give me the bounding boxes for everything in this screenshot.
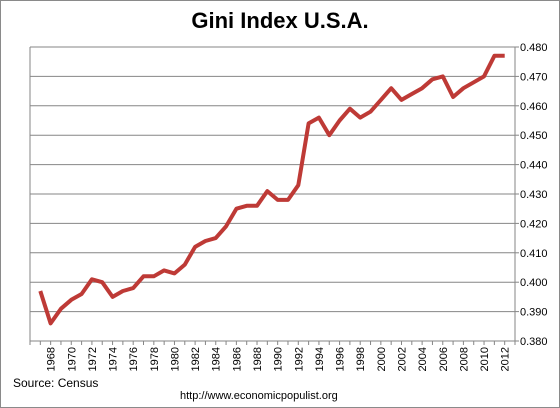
data-point [276,198,280,202]
data-point [420,86,424,90]
data-point [172,271,176,275]
data-point [152,274,156,278]
x-tick-label: 2002 [396,347,408,371]
data-point [121,289,125,293]
data-point [69,298,73,302]
data-point [461,86,465,90]
data-point [451,95,455,99]
source-url: http://www.economicpopulist.org [180,390,338,402]
y-tick-label: 0.450 [520,130,548,142]
x-tick-label: 1988 [252,347,264,371]
x-tick-label: 1982 [190,347,202,371]
data-point [307,121,311,125]
data-point [255,204,259,208]
y-tick-label: 0.440 [520,160,548,172]
chart-title: Gini Index U.S.A. [191,8,369,33]
y-tick-label: 0.400 [520,277,548,289]
y-tick-label: 0.430 [520,189,548,201]
x-tick-label: 1994 [314,347,326,371]
data-point [90,277,94,281]
data-point [59,307,63,311]
x-tick-label: 1980 [169,347,181,371]
data-point [358,116,362,120]
data-point [472,80,476,84]
y-tick-label: 0.390 [520,307,548,319]
data-point [203,239,207,243]
x-tick-label: 1976 [128,347,140,371]
data-point [482,74,486,78]
x-tick-label: 2008 [458,347,470,371]
data-point [389,86,393,90]
data-point [410,92,414,96]
data-point [162,268,166,272]
x-tick-label: 2012 [500,347,512,371]
x-tick-label: 1992 [293,347,305,371]
series-line [38,53,505,326]
data-point [369,110,373,114]
data-point [503,54,507,58]
data-point [441,74,445,78]
data-point [49,321,53,325]
data-point [379,98,383,102]
data-point [338,119,342,123]
data-point [80,292,84,296]
data-point [348,107,352,111]
data-point [245,204,249,208]
x-tick-label: 1978 [149,347,161,371]
y-tick-label: 0.410 [520,248,548,260]
data-point [111,295,115,299]
x-tick-label: 1970 [66,347,78,371]
y-tick-label: 0.470 [520,71,548,83]
y-tick-label: 0.420 [520,218,548,230]
data-point [131,286,135,290]
x-tick-label: 1984 [211,347,223,371]
x-tick-label: 1968 [46,347,58,371]
x-tick-label: 2010 [479,347,491,371]
data-point [265,189,269,193]
data-point [234,207,238,211]
y-tick-label: 0.460 [520,101,548,113]
x-tick-label: 2000 [376,347,388,371]
x-tick-label: 1972 [87,347,99,371]
y-tick-label: 0.380 [520,336,548,348]
source-note: Source: Census [13,376,99,390]
x-tick-label: 1996 [335,347,347,371]
x-tick-label: 1986 [231,347,243,371]
data-point [492,54,496,58]
data-point [224,224,228,228]
data-point [183,263,187,267]
y-tick-label: 0.480 [520,42,548,54]
data-point [296,183,300,187]
x-tick-label: 1990 [273,347,285,371]
data-point [38,289,42,293]
x-tick-label: 2006 [438,347,450,371]
x-tick-label: 1998 [355,347,367,371]
x-tick-label: 1974 [108,347,120,371]
data-point [286,198,290,202]
data-point [100,280,104,284]
data-point [317,116,321,120]
data-point [193,245,197,249]
data-point [214,236,218,240]
data-point [142,274,146,278]
x-tick-label: 2004 [417,347,429,371]
data-point [430,77,434,81]
data-point [327,133,331,137]
data-point [399,98,403,102]
